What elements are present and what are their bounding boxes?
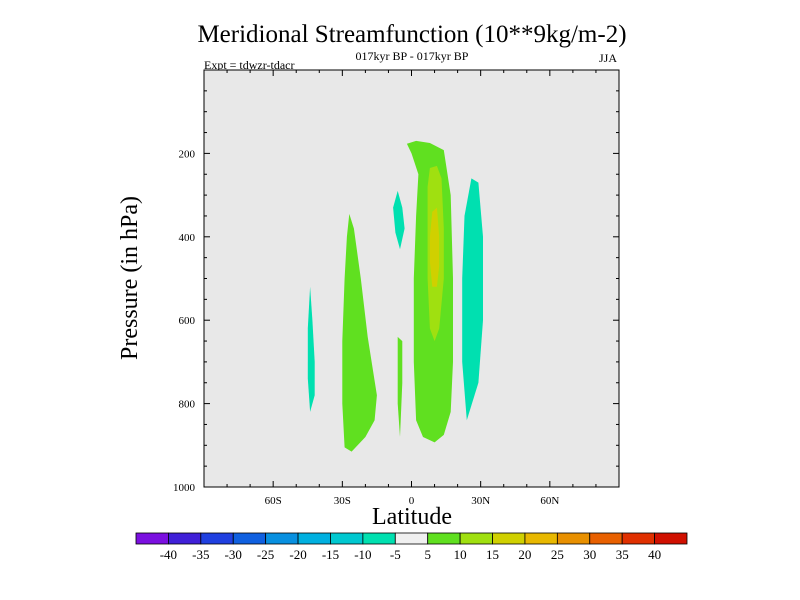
colorbar-swatch xyxy=(362,532,396,545)
axis-ticks: 60S 30S 0 30N 60N 200 400 600 800 1000 xyxy=(173,70,619,507)
colorbar-label: -35 xyxy=(192,547,209,562)
colorbar-label: 40 xyxy=(648,547,661,562)
y-tick-label: 800 xyxy=(179,399,196,411)
x-tick-label: 30N xyxy=(471,495,490,507)
colorbar-swatch xyxy=(200,532,234,545)
colorbar-label: 10 xyxy=(454,547,467,562)
colorbar-swatch xyxy=(621,532,655,545)
colorbar-swatch xyxy=(459,532,493,545)
colorbar-swatch xyxy=(330,532,364,545)
colorbar-label: -25 xyxy=(257,547,274,562)
colorbar-label: -30 xyxy=(225,547,242,562)
colorbar-swatch xyxy=(297,532,331,545)
contour-south-subtropical-positive xyxy=(342,213,377,452)
colorbar-swatch xyxy=(524,532,558,545)
plot-background xyxy=(204,70,619,487)
contour-equatorial-upper-negative xyxy=(393,190,405,250)
x-axis-label: Latitude xyxy=(372,504,452,530)
contour-regions xyxy=(307,140,483,452)
x-tick-label: 60S xyxy=(265,495,282,507)
colorbar: -40 -35 -30 -25 -20 -15 -10 -5 5 10 15 20 25 30 35 40 xyxy=(135,532,688,562)
colorbar-swatch xyxy=(394,532,429,545)
colorbar-label: -10 xyxy=(354,547,371,562)
colorbar-swatch xyxy=(168,532,202,545)
colorbar-swatch xyxy=(427,532,461,545)
colorbar-label: -15 xyxy=(322,547,339,562)
contour-tropical-north-peak xyxy=(429,207,440,287)
colorbar-label: 25 xyxy=(551,547,564,562)
colorbar-label: 5 xyxy=(424,547,431,562)
y-tick-label: 1000 xyxy=(173,482,196,494)
colorbar-label: -5 xyxy=(390,547,401,562)
colorbar-label: 35 xyxy=(616,547,629,562)
colorbar-swatch xyxy=(556,532,591,545)
contour-south-midlatitude-negative xyxy=(307,286,315,412)
x-tick-label: 30S xyxy=(334,495,351,507)
colorbar-label: 20 xyxy=(518,547,531,562)
y-tick-label: 400 xyxy=(179,232,196,244)
contour-north-subtropical-negative xyxy=(462,178,483,421)
colorbar-swatch xyxy=(135,532,169,545)
colorbar-swatch xyxy=(492,532,526,545)
expt-label: Expt = tdwzr-tdacr xyxy=(204,58,295,72)
season-label: JJA xyxy=(599,51,617,65)
chart-title: Meridional Streamfunction (10**9kg/m-2) xyxy=(197,21,626,48)
colorbar-label: -40 xyxy=(160,547,177,562)
colorbar-swatch xyxy=(265,532,299,545)
colorbar-swatch xyxy=(654,532,688,545)
y-tick-label: 200 xyxy=(179,148,196,160)
x-tick-label: 60N xyxy=(540,495,559,507)
chart-subtitle: 017kyr BP - 017kyr BP xyxy=(356,49,469,63)
plot-frame xyxy=(203,69,620,488)
colorbar-label: 30 xyxy=(583,547,596,562)
colorbar-swatch xyxy=(589,532,623,545)
x-tick-label: 0 xyxy=(409,495,415,507)
y-axis-label: Pressure (in hPa) xyxy=(117,196,143,360)
y-tick-label: 600 xyxy=(179,315,196,327)
colorbar-swatch xyxy=(232,532,267,545)
colorbar-label: -20 xyxy=(289,547,306,562)
contour-equatorial-lower-positive xyxy=(397,336,403,437)
colorbar-label: 15 xyxy=(486,547,499,562)
